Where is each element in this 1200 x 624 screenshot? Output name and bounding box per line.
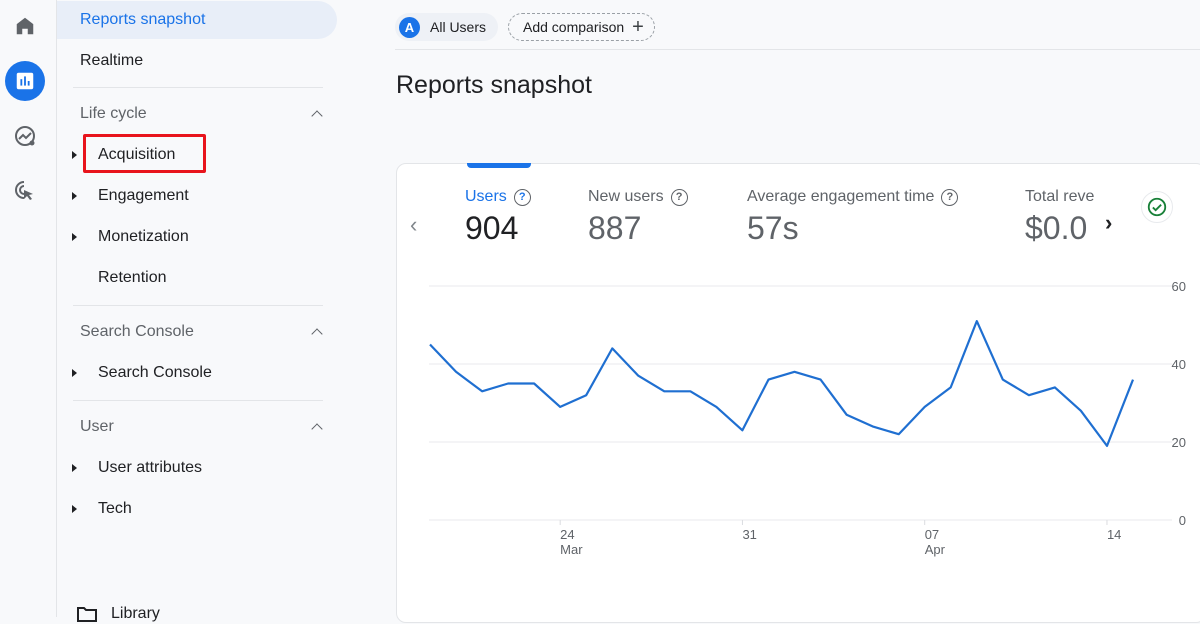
- nav-label: Search Console: [98, 364, 212, 381]
- nav-label: Reports snapshot: [80, 11, 206, 28]
- metric-label: Total reve: [1025, 188, 1095, 205]
- chevron-up-icon: [311, 328, 323, 340]
- y-tick-label: 0: [1179, 513, 1186, 528]
- reports-nav: Reports snapshot Realtime Life cycle Acq…: [57, 0, 337, 622]
- chevron-up-icon: [311, 423, 323, 435]
- nav-search-console[interactable]: Search Console: [57, 354, 337, 392]
- segment-avatar: A: [399, 16, 420, 38]
- nav-label: Retention: [98, 269, 167, 286]
- folder-icon: [77, 607, 97, 622]
- check-circle-icon: [1147, 197, 1167, 217]
- caret-right-icon: [72, 233, 77, 241]
- home-button[interactable]: [5, 6, 45, 46]
- metric-value: 904: [465, 210, 519, 246]
- x-tick-label: 07: [925, 527, 939, 542]
- section-title: Life cycle: [80, 105, 147, 122]
- metric-tab-avg-engagement[interactable]: Average engagement time? 57s: [747, 188, 959, 247]
- help-icon[interactable]: ?: [513, 188, 531, 206]
- nav-label: Engagement: [98, 187, 189, 204]
- metric-tab-new-users[interactable]: New users? 887: [588, 188, 688, 247]
- metric-value: 887: [588, 210, 642, 246]
- advertising-button[interactable]: [5, 171, 45, 211]
- help-icon[interactable]: ?: [670, 188, 688, 206]
- nav-realtime[interactable]: Realtime: [57, 42, 337, 80]
- metric-value: 57s: [747, 210, 799, 246]
- segment-label: All Users: [430, 19, 487, 35]
- prev-metrics-button[interactable]: ‹: [410, 212, 418, 237]
- nav-label: Realtime: [80, 52, 144, 69]
- data-quality-badge[interactable]: [1141, 191, 1173, 223]
- nav-engagement[interactable]: Engagement: [57, 177, 337, 215]
- section-life-cycle[interactable]: Life cycle: [80, 99, 325, 129]
- metric-label: Average engagement time: [747, 188, 935, 205]
- x-tick-label: 24: [560, 527, 574, 542]
- y-tick-label: 40: [1172, 357, 1186, 372]
- nav-tech[interactable]: Tech: [57, 490, 337, 528]
- caret-right-icon: [72, 505, 77, 513]
- cursor-target-icon: [15, 181, 33, 200]
- nav-label: Tech: [98, 500, 132, 517]
- home-icon: [16, 17, 34, 35]
- section-user[interactable]: User: [80, 412, 325, 442]
- plus-icon: +: [632, 16, 644, 38]
- segment-chip-all-users[interactable]: A All Users: [395, 13, 499, 41]
- x-tick-label: 14: [1107, 527, 1121, 542]
- page-title: Reports snapshot: [396, 71, 592, 99]
- caret-right-icon: [72, 369, 77, 377]
- comparison-bar: A All Users Add comparison +: [395, 0, 1200, 50]
- users-series-line: [429, 320, 1135, 447]
- y-tick-label: 60: [1172, 279, 1186, 294]
- explore-trend-icon: [15, 126, 35, 146]
- divider: [73, 305, 323, 306]
- nav-label: Monetization: [98, 228, 189, 245]
- section-title: User: [80, 418, 114, 435]
- metrics-card: ‹ Users? 904 New users? 887 Average enga…: [396, 163, 1200, 623]
- next-metrics-button[interactable]: ›: [1105, 210, 1113, 235]
- active-tab-indicator: [467, 163, 531, 168]
- caret-right-icon: [72, 192, 77, 200]
- nav-library[interactable]: Library: [77, 605, 160, 623]
- nav-acquisition[interactable]: Acquisition: [57, 136, 337, 174]
- nav-label: Acquisition: [98, 146, 176, 163]
- caret-right-icon: [72, 151, 77, 159]
- explore-button[interactable]: [5, 116, 45, 156]
- add-comparison-label: Add comparison: [523, 19, 625, 35]
- metric-label: New users: [588, 188, 664, 205]
- nav-retention[interactable]: Retention: [57, 259, 337, 297]
- reports-button[interactable]: [5, 61, 45, 101]
- nav-reports-snapshot[interactable]: Reports snapshot: [57, 1, 337, 39]
- bar-chart-icon: [16, 72, 34, 90]
- chevron-up-icon: [311, 110, 323, 122]
- icon-rail: [0, 0, 57, 617]
- nav-label: User attributes: [98, 459, 203, 476]
- divider: [73, 87, 323, 88]
- caret-right-icon: [72, 464, 77, 472]
- metric-label: Users: [465, 188, 507, 205]
- nav-user-attributes[interactable]: User attributes: [57, 449, 337, 487]
- section-title: Search Console: [80, 323, 194, 340]
- y-tick-label: 20: [1172, 435, 1186, 450]
- nav-label: Library: [111, 605, 160, 622]
- x-tick-sublabel: Apr: [925, 542, 946, 557]
- main-content: A All Users Add comparison + Reports sna…: [337, 0, 1200, 623]
- metric-value: $0.0: [1025, 210, 1088, 246]
- nav-monetization[interactable]: Monetization: [57, 218, 337, 256]
- divider: [73, 400, 323, 401]
- metric-tab-users[interactable]: Users? 904: [465, 188, 531, 247]
- x-tick-label: 31: [742, 527, 756, 542]
- help-icon[interactable]: ?: [941, 188, 959, 206]
- x-tick-sublabel: Mar: [560, 542, 583, 557]
- highlight-box: [83, 134, 206, 173]
- section-search-console[interactable]: Search Console: [80, 317, 325, 347]
- add-comparison-button[interactable]: Add comparison +: [508, 13, 655, 41]
- metric-tab-total-revenue[interactable]: Total reve $0.0: [1025, 188, 1095, 247]
